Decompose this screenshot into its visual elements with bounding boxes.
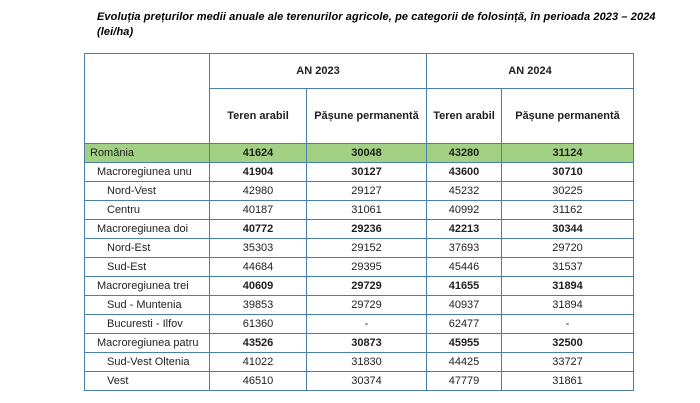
row-label: Macroregiunea unu xyxy=(84,162,210,182)
cell-value: 30374 xyxy=(306,371,427,391)
cell-value: 30344 xyxy=(501,219,634,239)
cell-value: 31861 xyxy=(501,371,634,391)
table-row-nord-est: Nord-Est 35303 29152 37693 29720 xyxy=(84,238,634,258)
table-row-sud-vest-oltenia: Sud-Vest Oltenia 41022 31830 44425 33727 xyxy=(84,352,634,372)
cell-value: 29729 xyxy=(306,276,427,296)
cell-value: 40187 xyxy=(209,200,307,220)
table-row-macroregiunea-trei: Macroregiunea trei 40609 29729 41655 318… xyxy=(84,276,634,296)
cell-value: 29127 xyxy=(306,181,427,201)
cell-value: 45955 xyxy=(426,333,502,353)
cell-value: 30048 xyxy=(306,143,427,163)
cell-value: 30873 xyxy=(306,333,427,353)
cell-value: 42213 xyxy=(426,219,502,239)
cell-value: 40937 xyxy=(426,295,502,315)
cell-value: 41904 xyxy=(209,162,307,182)
cell-value: 29720 xyxy=(501,238,634,258)
cell-value: 31124 xyxy=(501,143,634,163)
table-row-centru: Centru 40187 31061 40992 31162 xyxy=(84,200,634,220)
cell-value: 43280 xyxy=(426,143,502,163)
corner-empty-cell xyxy=(84,53,210,144)
row-label: Nord-Est xyxy=(84,238,210,258)
table-header-years: AN 2023 AN 2024 xyxy=(84,53,634,144)
cell-value: 29729 xyxy=(306,295,427,315)
table-row-sud-est: Sud-Est 44684 29395 45446 31537 xyxy=(84,257,634,277)
document-title-line2: (lei/ha) xyxy=(97,26,134,38)
cell-value: 41022 xyxy=(209,352,307,372)
table-row-romania: România 41624 30048 43280 31124 xyxy=(84,143,634,163)
row-label: Sud-Est xyxy=(84,257,210,277)
cell-value: 32500 xyxy=(501,333,634,353)
table-row-vest: Vest 46510 30374 47779 31861 xyxy=(84,371,634,391)
cell-value: 30127 xyxy=(306,162,427,182)
row-label: Bucuresti - Ilfov xyxy=(84,314,210,334)
cell-value: 40609 xyxy=(209,276,307,296)
cell-value: 29152 xyxy=(306,238,427,258)
cell-value: 42980 xyxy=(209,181,307,201)
cell-value: 35303 xyxy=(209,238,307,258)
cell-value: 41655 xyxy=(426,276,502,296)
row-label: Sud - Muntenia xyxy=(84,295,210,315)
row-label: Macroregiunea patru xyxy=(84,333,210,353)
cell-value: 44425 xyxy=(426,352,502,372)
year-2024-header: AN 2024 xyxy=(426,53,634,89)
cell-value: 45232 xyxy=(426,181,502,201)
cell-value: 62477 xyxy=(426,314,502,334)
land-price-table: AN 2023 AN 2024 Teren arabil Pășune perm… xyxy=(84,53,634,391)
cell-value: 40992 xyxy=(426,200,502,220)
cell-value: 30225 xyxy=(501,181,634,201)
table-row-nord-vest: Nord-Vest 42980 29127 45232 30225 xyxy=(84,181,634,201)
cell-value: 43600 xyxy=(426,162,502,182)
cell-value: 31061 xyxy=(306,200,427,220)
col-header-pasune-2023: Pășune permanentă xyxy=(306,88,427,144)
cell-value: 43526 xyxy=(209,333,307,353)
cell-value: 39853 xyxy=(209,295,307,315)
table-header-categories: Teren arabil Pășune permanentă Teren ara… xyxy=(85,88,634,144)
document-title-line1: Evoluția prețurilor medii anuale ale ter… xyxy=(97,11,656,23)
cell-value: - xyxy=(501,314,634,334)
row-label: Vest xyxy=(84,371,210,391)
table-row-bucuresti-ilfov: Bucuresti - Ilfov 61360 - 62477 - xyxy=(84,314,634,334)
cell-value: 46510 xyxy=(209,371,307,391)
col-header-teren-arabil-2023: Teren arabil xyxy=(209,88,307,144)
col-header-pasune-2024: Pășune permanentă xyxy=(501,88,634,144)
table-row-macroregiunea-patru: Macroregiunea patru 43526 30873 45955 32… xyxy=(84,333,634,353)
table-row-macroregiunea-doi: Macroregiunea doi 40772 29236 42213 3034… xyxy=(84,219,634,239)
col-header-teren-arabil-2024: Teren arabil xyxy=(426,88,502,144)
year-2023-header: AN 2023 xyxy=(209,53,427,89)
row-label: România xyxy=(84,143,210,163)
cell-value: 29236 xyxy=(306,219,427,239)
cell-value: 31894 xyxy=(501,295,634,315)
row-label: Nord-Vest xyxy=(84,181,210,201)
cell-value: - xyxy=(306,314,427,334)
cell-value: 37693 xyxy=(426,238,502,258)
cell-value: 31894 xyxy=(501,276,634,296)
table-row-sud-muntenia: Sud - Muntenia 39853 29729 40937 31894 xyxy=(84,295,634,315)
cell-value: 40772 xyxy=(209,219,307,239)
row-label: Macroregiunea doi xyxy=(84,219,210,239)
cell-value: 41624 xyxy=(209,143,307,163)
row-label: Centru xyxy=(84,200,210,220)
row-label: Sud-Vest Oltenia xyxy=(84,352,210,372)
cell-value: 30710 xyxy=(501,162,634,182)
cell-value: 44684 xyxy=(209,257,307,277)
table-row-macroregiunea-unu: Macroregiunea unu 41904 30127 43600 3071… xyxy=(84,162,634,182)
cell-value: 47779 xyxy=(426,371,502,391)
cell-value: 31537 xyxy=(501,257,634,277)
row-label: Macroregiunea trei xyxy=(84,276,210,296)
document-title: Evoluția prețurilor medii anuale ale ter… xyxy=(97,10,657,40)
cell-value: 31162 xyxy=(501,200,634,220)
cell-value: 45446 xyxy=(426,257,502,277)
cell-value: 29395 xyxy=(306,257,427,277)
cell-value: 31830 xyxy=(306,352,427,372)
cell-value: 61360 xyxy=(209,314,307,334)
cell-value: 33727 xyxy=(501,352,634,372)
